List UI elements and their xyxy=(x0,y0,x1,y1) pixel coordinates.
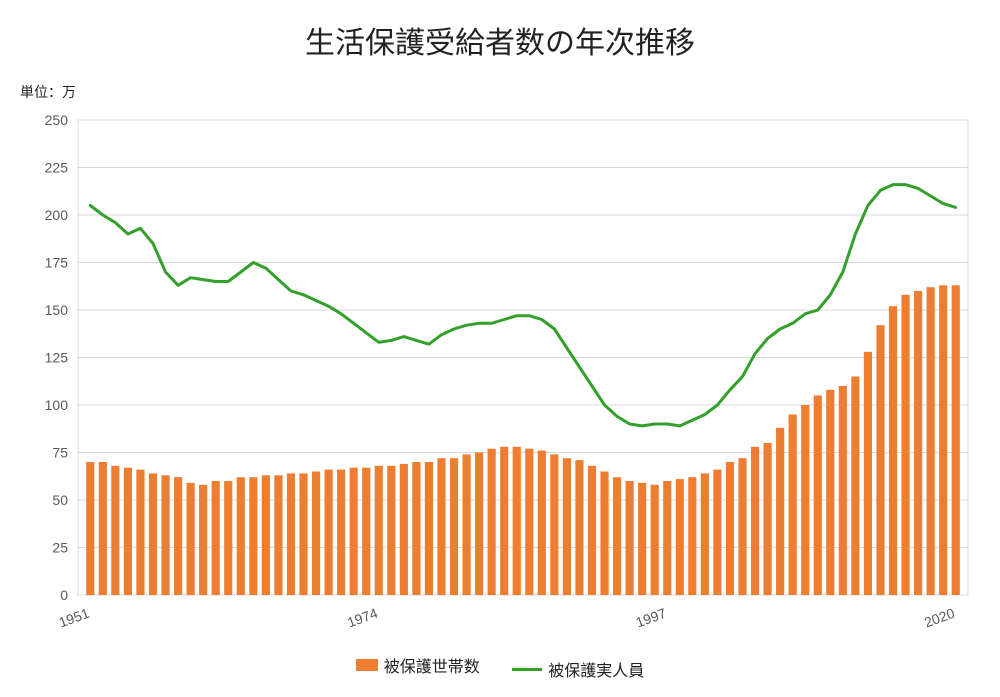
svg-text:2020: 2020 xyxy=(922,605,957,631)
svg-text:225: 225 xyxy=(45,160,69,176)
svg-text:75: 75 xyxy=(52,445,68,461)
chart-plot: 0 25 50 75 100 125 150 175 200 225 250 1951 1974 1997… xyxy=(0,0,1000,697)
svg-text:1997: 1997 xyxy=(634,605,669,631)
legend-item-bar: 被保護世帯数 xyxy=(356,653,480,677)
legend-item-line: 被保護実人員 xyxy=(512,657,644,681)
legend: 被保護世帯数 被保護実人員 xyxy=(0,653,1000,682)
legend-label-bar: 被保護世帯数 xyxy=(384,653,480,677)
svg-text:50: 50 xyxy=(52,492,68,508)
legend-label-line: 被保護実人員 xyxy=(548,657,644,681)
svg-text:200: 200 xyxy=(45,207,69,223)
svg-text:1951: 1951 xyxy=(57,605,92,631)
svg-text:125: 125 xyxy=(45,350,69,366)
legend-swatch-line-icon xyxy=(512,668,542,671)
svg-text:250: 250 xyxy=(45,112,69,128)
svg-text:25: 25 xyxy=(52,540,68,556)
svg-text:100: 100 xyxy=(45,397,69,413)
svg-text:1974: 1974 xyxy=(345,605,380,631)
svg-text:0: 0 xyxy=(60,587,68,603)
svg-text:175: 175 xyxy=(45,255,69,271)
legend-swatch-bar-icon xyxy=(356,659,378,671)
svg-text:150: 150 xyxy=(45,302,69,318)
